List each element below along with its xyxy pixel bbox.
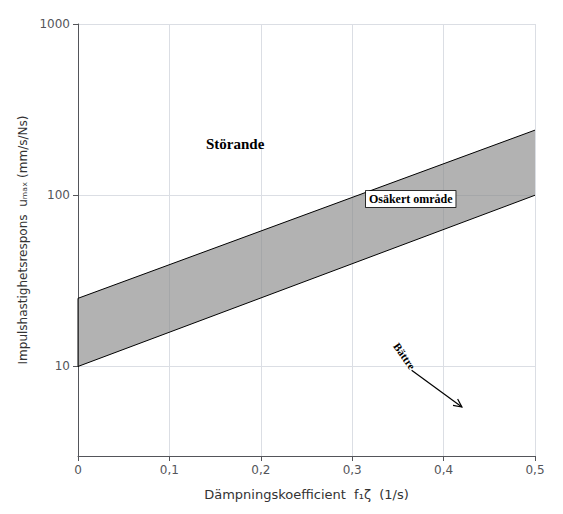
svg-text:Osäkert område: Osäkert område: [369, 192, 453, 206]
svg-text:0,1: 0,1: [160, 463, 179, 477]
svg-text:0,5: 0,5: [525, 463, 544, 477]
svg-text:0: 0: [74, 463, 82, 477]
svg-text:0,2: 0,2: [251, 463, 270, 477]
svg-text:Impulshastighetsrespons uₘₐₓ: Impulshastighetsrespons uₘₐₓ (mm/s/Ns): [16, 116, 30, 365]
svg-text:1000: 1000: [39, 17, 70, 31]
svg-text:Störande: Störande: [206, 136, 265, 152]
svg-text:Bättre: Bättre: [391, 340, 418, 371]
svg-text:Dämpningskoefficient f₁ζ (1/: Dämpningskoefficient f₁ζ (1/s): [204, 487, 409, 502]
svg-text:10: 10: [55, 359, 70, 373]
svg-text:100: 100: [47, 188, 70, 202]
svg-text:0,3: 0,3: [343, 463, 362, 477]
svg-text:0,4: 0,4: [434, 463, 453, 477]
